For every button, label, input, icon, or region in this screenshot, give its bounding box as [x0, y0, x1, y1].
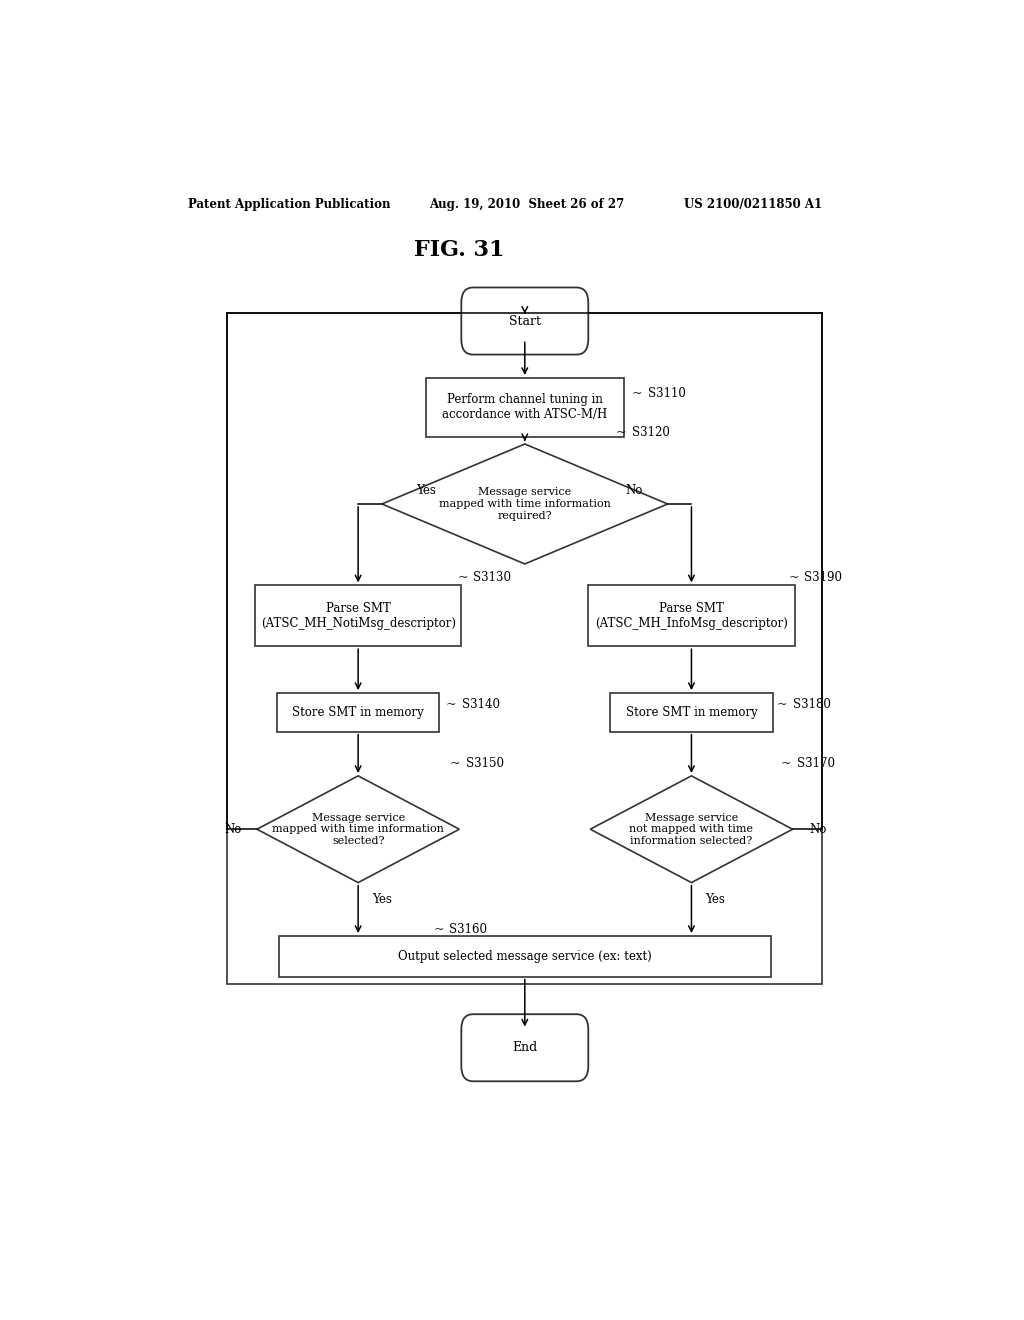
Text: Store SMT in memory: Store SMT in memory: [626, 706, 758, 719]
FancyBboxPatch shape: [461, 1014, 588, 1081]
Bar: [227, 313, 822, 983]
Text: US 2100/0211850 A1: US 2100/0211850 A1: [684, 198, 821, 211]
FancyBboxPatch shape: [461, 288, 588, 355]
Text: S3170: S3170: [797, 756, 835, 770]
Polygon shape: [590, 776, 793, 883]
Text: Output selected message service (ex: text): Output selected message service (ex: tex…: [398, 950, 651, 962]
Text: ~: ~: [458, 570, 468, 583]
Text: Patent Application Publication: Patent Application Publication: [187, 198, 390, 211]
Text: S3190: S3190: [804, 570, 842, 583]
Bar: [279, 936, 771, 977]
Text: S3140: S3140: [462, 698, 500, 710]
Text: ~: ~: [445, 698, 457, 710]
Text: No: No: [809, 822, 826, 836]
Text: ~: ~: [450, 756, 461, 770]
Text: Message service
not mapped with time
information selected?: Message service not mapped with time inf…: [630, 813, 754, 846]
Text: ~: ~: [632, 387, 642, 400]
Polygon shape: [257, 776, 460, 883]
Text: ~: ~: [616, 426, 627, 440]
Text: No: No: [224, 822, 242, 836]
Text: ~: ~: [780, 756, 792, 770]
Text: S3180: S3180: [793, 698, 830, 710]
Text: S3120: S3120: [632, 426, 670, 440]
Text: S3160: S3160: [450, 924, 487, 936]
Text: No: No: [626, 484, 643, 498]
Text: Yes: Yes: [372, 894, 392, 907]
Text: Parse SMT
(ATSC_MH_InfoMsg_descriptor): Parse SMT (ATSC_MH_InfoMsg_descriptor): [595, 602, 787, 630]
Text: ~: ~: [788, 570, 799, 583]
Text: Perform channel tuning in
accordance with ATSC-M/H: Perform channel tuning in accordance wit…: [442, 393, 607, 421]
Text: Parse SMT
(ATSC_MH_NotiMsg_descriptor): Parse SMT (ATSC_MH_NotiMsg_descriptor): [261, 602, 456, 630]
Text: S3110: S3110: [648, 387, 686, 400]
Text: ~: ~: [777, 698, 787, 710]
Text: Message service
mapped with time information
required?: Message service mapped with time informa…: [439, 487, 610, 520]
Bar: [426, 378, 624, 437]
Text: Store SMT in memory: Store SMT in memory: [292, 706, 424, 719]
Text: End: End: [512, 1041, 538, 1055]
Text: ~: ~: [433, 924, 444, 936]
Text: Message service
mapped with time information
selected?: Message service mapped with time informa…: [272, 813, 444, 846]
Bar: [588, 585, 795, 647]
Text: Aug. 19, 2010  Sheet 26 of 27: Aug. 19, 2010 Sheet 26 of 27: [430, 198, 625, 211]
Text: S3130: S3130: [473, 570, 511, 583]
Text: Yes: Yes: [706, 894, 725, 907]
Bar: [255, 585, 461, 647]
Text: FIG. 31: FIG. 31: [414, 239, 504, 261]
Bar: [276, 693, 439, 731]
Text: S3150: S3150: [466, 756, 504, 770]
Text: Yes: Yes: [416, 484, 435, 498]
Bar: [610, 693, 773, 731]
Text: Start: Start: [509, 314, 541, 327]
Polygon shape: [382, 444, 668, 564]
